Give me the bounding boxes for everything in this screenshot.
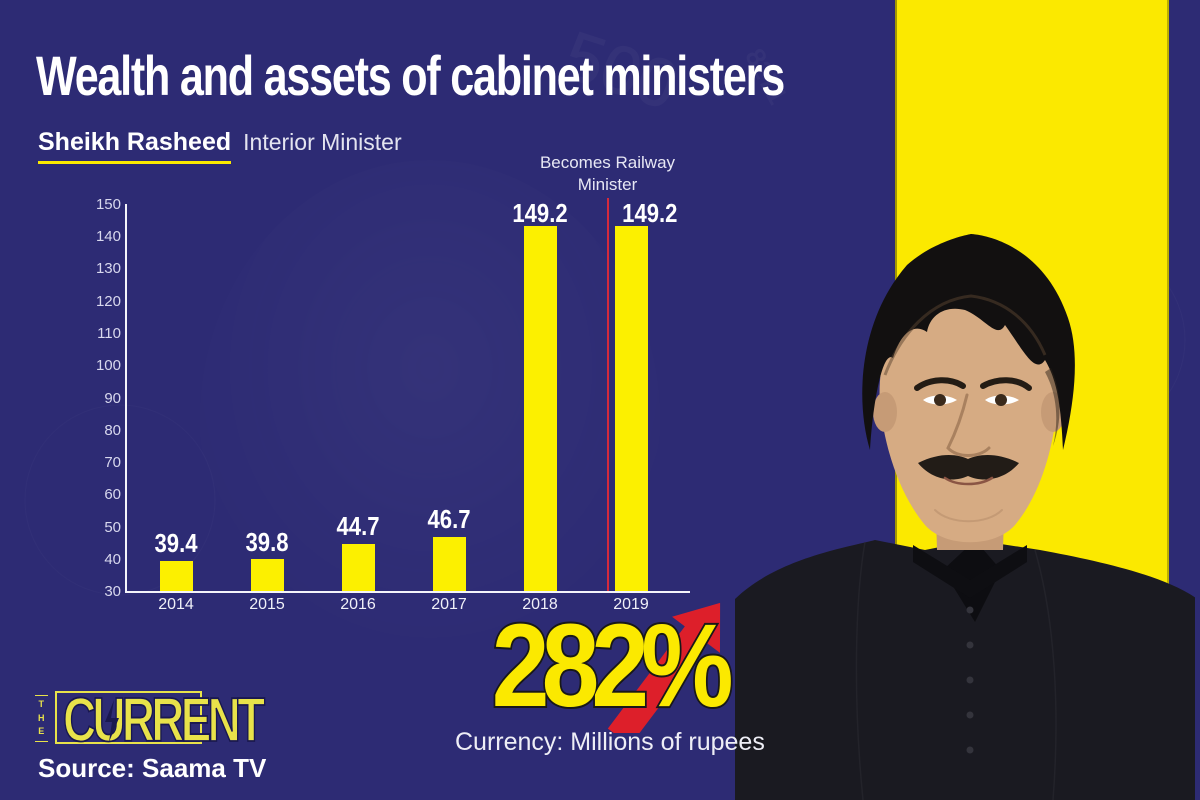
svg-text:282%: 282% xyxy=(492,599,731,732)
